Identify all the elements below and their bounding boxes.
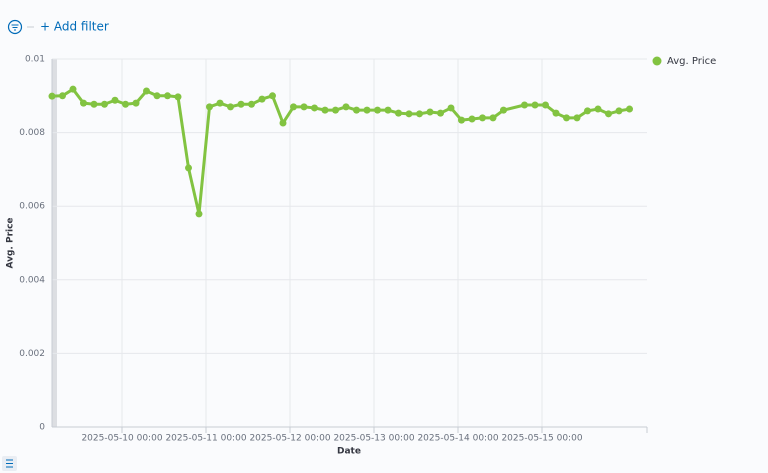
point (447, 104, 455, 112)
x-tick-label: 2025-05-10 00:00 (81, 434, 162, 444)
point (185, 164, 192, 172)
point (122, 100, 129, 108)
x-tick-label: 2025-05-15 00:00 (501, 434, 582, 444)
filter-icon[interactable] (7, 19, 23, 35)
point (174, 93, 182, 101)
point (153, 92, 161, 100)
point (363, 106, 371, 114)
point (195, 210, 203, 218)
point (416, 110, 423, 118)
point (321, 106, 329, 114)
point (468, 115, 476, 123)
point (584, 107, 591, 115)
x-tick-label: 2025-05-14 00:00 (417, 434, 498, 444)
x-tick-label: 2025-05-11 00:00 (165, 434, 246, 444)
point (342, 103, 350, 111)
point (563, 114, 570, 122)
legend-swatch (652, 56, 662, 66)
point (594, 105, 602, 113)
point (132, 99, 140, 107)
y-tick-label: 0 (39, 423, 45, 433)
y-tick-label: 0.002 (19, 349, 45, 359)
point (90, 100, 98, 108)
x-tick-label: 2025-05-13 00:00 (333, 434, 414, 444)
point (573, 114, 581, 122)
add-filter-button[interactable]: + Add filter (40, 20, 109, 34)
y-tick-label: 0.008 (19, 128, 45, 138)
point (69, 85, 77, 93)
point (332, 106, 339, 114)
point (248, 100, 255, 108)
x-axis-title: Date (337, 447, 361, 457)
point (426, 108, 434, 116)
y-tick-label: 0.006 (19, 202, 45, 212)
point (500, 106, 507, 114)
point (479, 114, 486, 122)
legend-label: Avg. Price (667, 56, 716, 67)
point (626, 105, 633, 113)
y-axis-title: Avg. Price (6, 217, 16, 268)
y-tick-label: 0.01 (25, 55, 45, 65)
point (374, 106, 381, 114)
point (405, 110, 413, 118)
point (111, 96, 119, 104)
point (531, 101, 539, 109)
point (311, 104, 318, 112)
filter-icon-ring (7, 19, 23, 35)
point (353, 106, 360, 114)
point (237, 100, 245, 108)
point (384, 106, 392, 114)
point (59, 92, 66, 100)
y-tick-label: 0.004 (19, 275, 45, 285)
point (605, 110, 612, 118)
point (143, 87, 150, 95)
point (258, 95, 266, 103)
point (395, 109, 402, 117)
point (552, 109, 560, 117)
legend-toggle-icon (6, 459, 13, 468)
point (615, 107, 623, 115)
point (227, 103, 234, 111)
point (542, 101, 549, 109)
point (521, 101, 528, 109)
point (164, 92, 171, 100)
point (101, 100, 108, 108)
point (279, 119, 287, 127)
point (216, 99, 224, 107)
point (48, 92, 56, 100)
point (458, 116, 465, 124)
point (300, 103, 308, 111)
point (290, 103, 297, 111)
point (80, 99, 87, 107)
point (206, 103, 213, 111)
point (437, 109, 444, 117)
point (269, 92, 276, 100)
x-tick-label: 2025-05-12 00:00 (249, 434, 330, 444)
partial-bucket-shade (52, 59, 57, 427)
point (489, 114, 497, 122)
